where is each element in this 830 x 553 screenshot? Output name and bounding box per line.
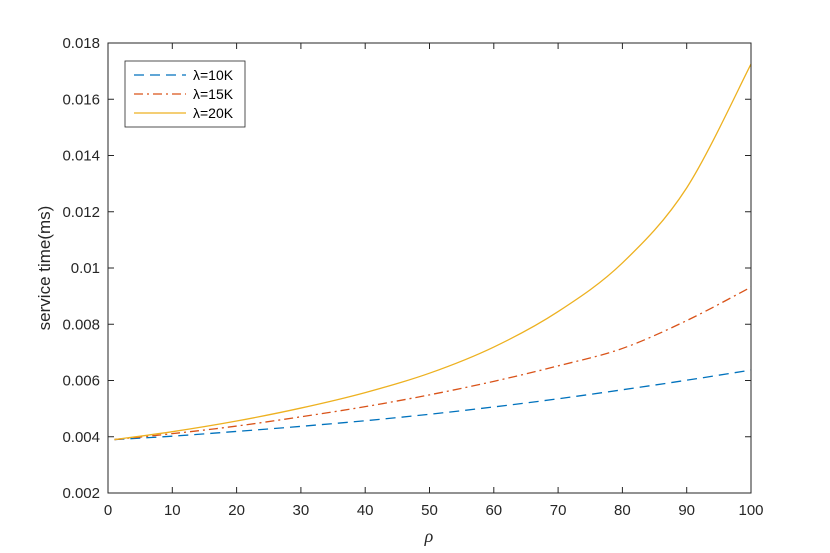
series-line-2 [114, 286, 752, 441]
y-tick-label: 0.002 [62, 485, 100, 502]
x-tick-label: 20 [228, 502, 245, 519]
x-tick-label: 30 [293, 502, 310, 519]
x-axis-ticks: 0 10 20 30 40 50 60 70 80 90 100 [104, 43, 764, 519]
x-tick-label: 60 [485, 502, 502, 519]
y-tick-label: 0.014 [62, 148, 100, 165]
legend-label-1: λ=10K [193, 67, 234, 83]
x-tick-label: 10 [164, 502, 181, 519]
y-tick-label: 0.004 [62, 429, 100, 446]
x-tick-label: 70 [550, 502, 567, 519]
x-tick-label: 40 [357, 502, 374, 519]
legend: λ=10K λ=15K λ=20K [124, 60, 246, 128]
y-tick-label: 0.016 [62, 91, 100, 108]
y-tick-label: 0.008 [62, 316, 100, 333]
y-axis-ticks: 0.002 0.004 0.006 0.008 0.01 0.012 0.014 0.016 0… [62, 35, 751, 502]
x-tick-label: 0 [104, 502, 112, 519]
y-tick-label: 0.006 [62, 373, 100, 390]
series-layer [114, 63, 752, 441]
x-axis-label: ρ [424, 526, 434, 546]
legend-label-3: λ=20K [193, 105, 234, 121]
y-tick-label: 0.018 [62, 35, 100, 52]
y-tick-label: 0.01 [71, 260, 100, 277]
y-tick-label: 0.012 [62, 204, 100, 221]
series-line-1 [114, 369, 752, 441]
x-tick-label: 50 [421, 502, 438, 519]
x-tick-label: 90 [678, 502, 695, 519]
y-axis-label: service time(ms) [35, 206, 54, 331]
legend-label-2: λ=15K [193, 86, 234, 102]
x-tick-label: 100 [738, 502, 763, 519]
x-tick-label: 80 [614, 502, 631, 519]
series-line-3 [114, 63, 752, 441]
